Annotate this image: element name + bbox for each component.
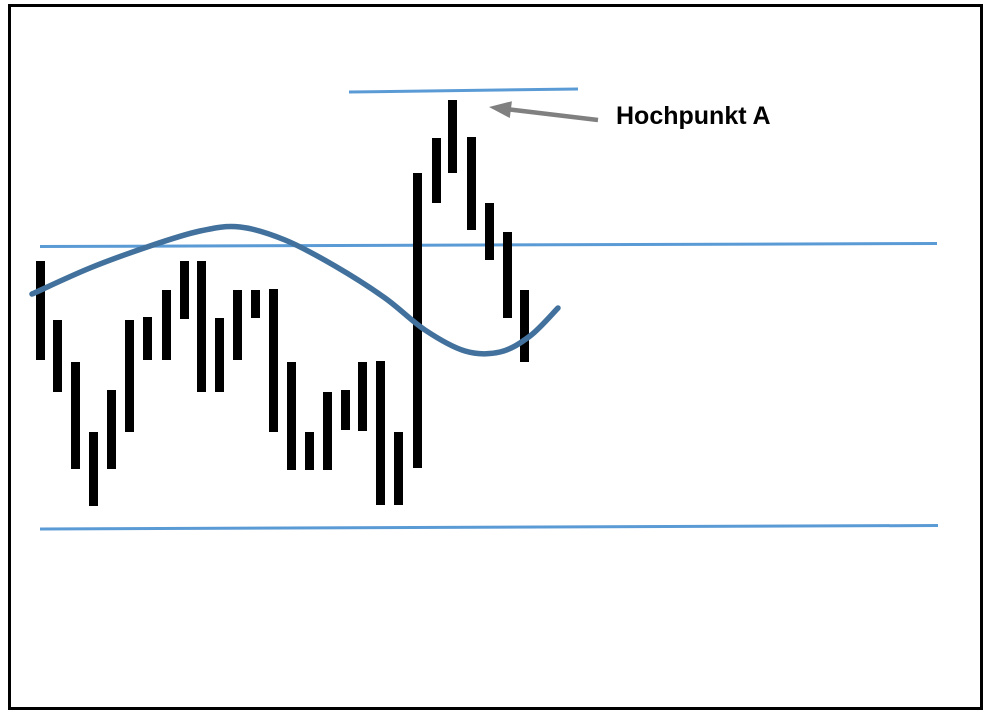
price-bar — [432, 138, 441, 203]
price-bar — [413, 173, 422, 468]
price-bar — [394, 432, 403, 505]
price-bar — [125, 320, 134, 432]
price-bar — [215, 318, 224, 392]
price-bar — [503, 232, 512, 318]
annotation-arrow-shaft — [508, 107, 599, 123]
price-bar — [89, 432, 98, 506]
price-bar — [197, 261, 206, 392]
price-bar — [269, 289, 278, 432]
short-line-above-high — [348, 87, 579, 94]
price-bar — [71, 362, 80, 469]
annotation-arrow-head — [489, 101, 512, 118]
chart-border — [8, 4, 983, 710]
price-bar — [107, 390, 116, 469]
price-bar — [53, 320, 62, 392]
price-bar — [305, 432, 314, 470]
price-bar — [520, 290, 529, 362]
price-bar — [36, 261, 45, 360]
price-bar — [448, 100, 457, 173]
price-bar — [287, 362, 296, 470]
price-bar — [376, 361, 385, 505]
price-bar — [358, 362, 367, 431]
price-bar — [162, 290, 171, 360]
price-bar — [143, 317, 152, 360]
price-bar — [485, 203, 494, 260]
bottom-horizontal-line — [39, 524, 939, 531]
moving-average-curve — [29, 223, 561, 357]
price-bar — [251, 290, 260, 318]
price-bar — [233, 290, 242, 360]
price-bar — [180, 261, 189, 319]
annotation-label-hochpunkt-a: Hochpunkt A — [616, 102, 771, 130]
price-bar — [341, 390, 350, 430]
price-bar — [323, 392, 332, 470]
price-bar — [467, 137, 476, 230]
